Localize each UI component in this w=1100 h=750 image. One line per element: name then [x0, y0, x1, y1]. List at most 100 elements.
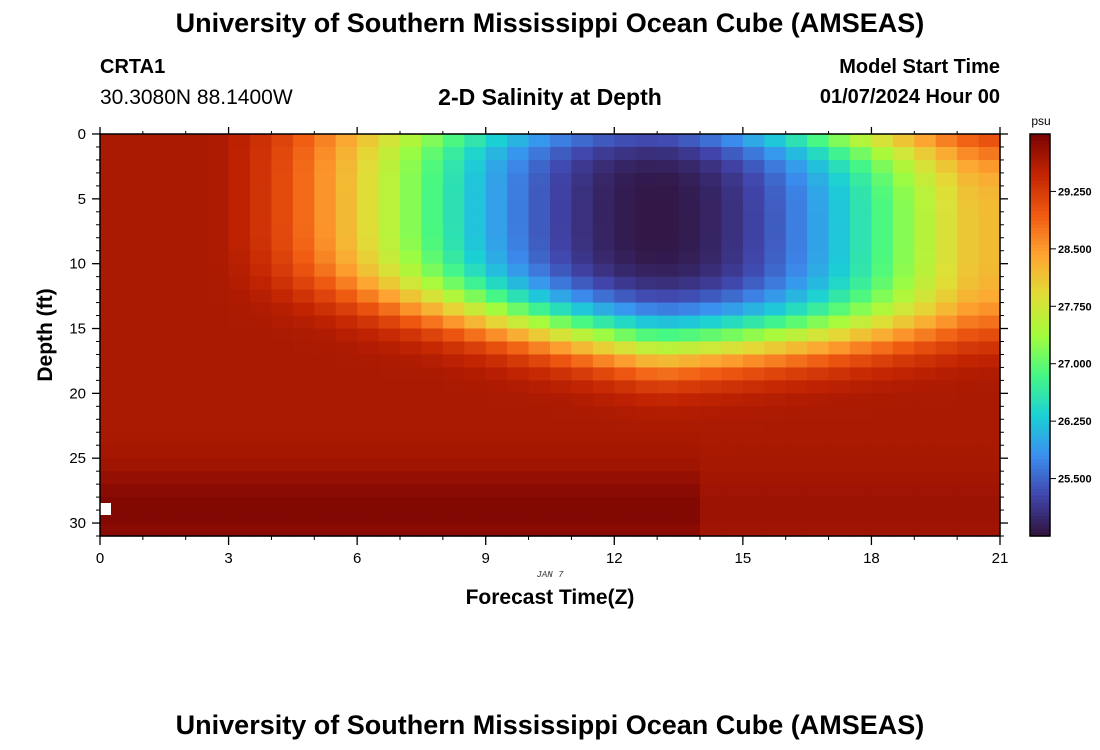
- heatmap-cell: [892, 458, 915, 472]
- colorbar-segment: [1030, 160, 1050, 165]
- heatmap-cell: [100, 224, 123, 239]
- heatmap-cell: [850, 471, 873, 485]
- heatmap-cell: [292, 419, 315, 433]
- heatmap-cell: [207, 393, 230, 407]
- heatmap-cell: [871, 146, 894, 161]
- heatmap-cell: [871, 458, 894, 472]
- heatmap-cell: [571, 276, 594, 291]
- colorbar-segment: [1030, 180, 1050, 185]
- heatmap-cell: [828, 211, 851, 226]
- heatmap-cell: [421, 458, 444, 472]
- heatmap-cell: [614, 237, 637, 252]
- colorbar-segment: [1030, 512, 1050, 517]
- heatmap-cell: [700, 328, 723, 343]
- heatmap-cell: [121, 445, 144, 459]
- heatmap-cell: [485, 523, 508, 537]
- heatmap-cell: [635, 471, 658, 485]
- heatmap-cell: [314, 497, 337, 511]
- heatmap-cell: [807, 341, 830, 356]
- heatmap-cell: [142, 341, 165, 356]
- heatmap-cell: [592, 497, 615, 511]
- heatmap-cell: [335, 237, 358, 252]
- heatmap-cell: [142, 237, 165, 252]
- heatmap-cell: [828, 237, 851, 252]
- heatmap-cell: [207, 315, 230, 330]
- heatmap-cell: [550, 302, 573, 317]
- heatmap-cell: [228, 510, 251, 524]
- colorbar-segment: [1030, 134, 1050, 138]
- heatmap-cell: [657, 393, 680, 407]
- heatmap-cell: [978, 445, 1001, 459]
- heatmap-cell: [678, 445, 701, 459]
- colorbar-segment: [1030, 201, 1050, 205]
- heatmap-cell: [507, 380, 530, 394]
- heatmap-cell: [357, 315, 380, 330]
- heatmap-cell: [742, 250, 765, 265]
- heatmap-cell: [442, 185, 465, 200]
- heatmap-cell: [142, 458, 165, 472]
- heatmap-cell: [250, 198, 273, 213]
- heatmap-cell: [571, 315, 594, 330]
- heatmap-cell: [378, 289, 401, 304]
- heatmap-cell: [142, 432, 165, 446]
- heatmap-cell: [892, 341, 915, 356]
- heatmap-cell: [164, 237, 187, 252]
- heatmap-cell: [250, 367, 273, 381]
- heatmap-cell: [228, 419, 251, 433]
- heatmap-cell: [292, 224, 315, 239]
- heatmap-cell: [850, 523, 873, 537]
- heatmap-cell: [335, 159, 358, 174]
- heatmap-cell: [228, 315, 251, 330]
- heatmap-cell: [871, 250, 894, 265]
- heatmap-cell: [935, 185, 958, 200]
- heatmap-cell: [207, 367, 230, 381]
- heatmap-cell: [400, 471, 423, 485]
- heatmap-cell: [121, 497, 144, 511]
- heatmap-cell: [400, 406, 423, 420]
- heatmap-cell: [250, 406, 273, 420]
- heatmap-cell: [807, 289, 830, 304]
- heatmap-cell: [507, 406, 530, 420]
- heatmap-cell: [635, 224, 658, 239]
- colorbar-segment: [1030, 412, 1050, 416]
- heatmap-cell: [185, 224, 208, 239]
- heatmap-cell: [935, 380, 958, 394]
- heatmap-cell: [442, 367, 465, 381]
- heatmap-cell: [250, 276, 273, 291]
- heatmap-cell: [400, 289, 423, 304]
- heatmap-cell: [678, 380, 701, 394]
- heatmap-cell: [228, 172, 251, 187]
- heatmap-cell: [121, 367, 144, 381]
- colorbar-segment: [1030, 274, 1050, 279]
- heatmap-cell: [785, 134, 808, 148]
- heatmap-cell: [678, 510, 701, 524]
- heatmap-cell: [871, 134, 894, 148]
- colorbar-segment: [1030, 221, 1050, 226]
- heatmap-cell: [978, 159, 1001, 174]
- heatmap-cell: [442, 172, 465, 187]
- heatmap-cell: [807, 172, 830, 187]
- heatmap-cell: [550, 393, 573, 407]
- heatmap-cell: [100, 341, 123, 356]
- heatmap-cell: [528, 211, 551, 226]
- heatmap-cell: [164, 523, 187, 537]
- heatmap-cell: [978, 250, 1001, 265]
- heatmap-cell: [164, 198, 187, 213]
- heatmap-cell: [250, 354, 273, 369]
- heatmap-cell: [185, 328, 208, 343]
- heatmap-cell: [142, 134, 165, 148]
- heatmap-cell: [485, 367, 508, 381]
- heatmap-cell: [421, 289, 444, 304]
- heatmap-cell: [357, 289, 380, 304]
- heatmap-cell: [657, 471, 680, 485]
- heatmap-cell: [250, 328, 273, 343]
- heatmap-cell: [121, 315, 144, 330]
- heatmap-cell: [464, 159, 487, 174]
- heatmap-cell: [550, 224, 573, 239]
- heatmap-cell: [914, 354, 937, 369]
- heatmap-cell: [250, 185, 273, 200]
- heatmap-cell: [228, 250, 251, 265]
- colorbar-segment: [1030, 462, 1050, 467]
- heatmap-cell: [335, 510, 358, 524]
- heatmap-cell: [485, 315, 508, 330]
